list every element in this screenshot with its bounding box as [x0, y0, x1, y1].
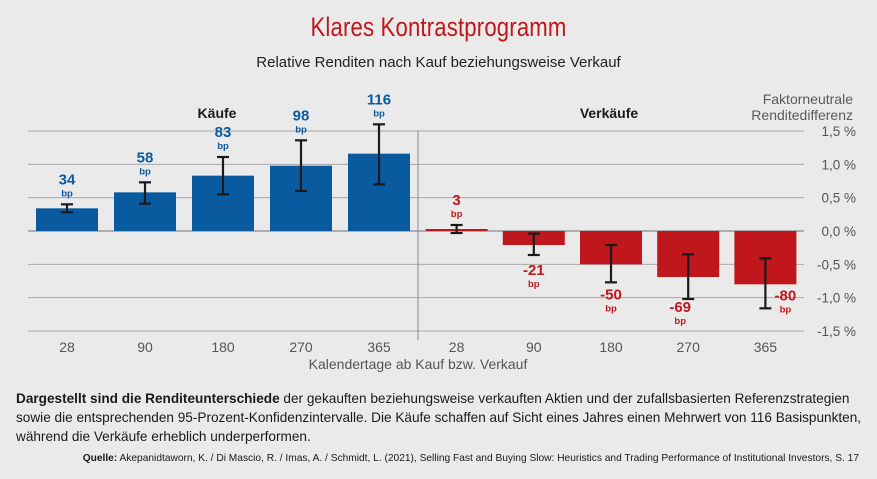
data-label-unit: bp [605, 303, 617, 314]
data-label-unit: bp [61, 188, 73, 199]
data-label-unit: bp [139, 166, 151, 177]
data-label-unit: bp [674, 316, 686, 327]
x-tick-label: 180 [211, 339, 235, 355]
y-tick-label: 1,0 % [821, 157, 856, 172]
data-label-unit: bp [373, 108, 385, 119]
y-tick-label: -1,0 % [817, 291, 856, 306]
source-note: Quelle: Akepanidtaworn, K. / Di Mascio, … [83, 453, 859, 464]
data-label-unit: bp [780, 304, 792, 315]
data-label-unit: bp [451, 209, 463, 220]
data-label: 98 [293, 107, 310, 124]
chart-caption: Dargestellt sind die Renditeunterschiede… [16, 389, 866, 446]
data-label: 58 [137, 149, 154, 166]
caption-text: der gekauften beziehungsweise verkauften… [16, 391, 862, 444]
series-label: Käufe [198, 105, 237, 121]
data-label: 83 [215, 124, 232, 141]
x-tick-label: 180 [599, 339, 623, 355]
data-label: -50 [600, 286, 622, 303]
chart-subtitle: Relative Renditen nach Kauf beziehungswe… [256, 54, 621, 71]
y-tick-label: 1,5 % [821, 124, 856, 139]
data-label: -80 [775, 287, 797, 304]
data-label-unit: bp [528, 279, 540, 290]
source-label: Quelle: [82, 453, 118, 464]
data-label: 3 [452, 192, 460, 209]
bar-chart: 1,5 % 1,0 % 0,5 % 0,0 % -0,5 % -1,0 % -1,5 % Fa… [28, 91, 856, 372]
bar [36, 208, 98, 231]
x-tick-label: 90 [137, 339, 153, 355]
data-label-unit: bp [295, 124, 307, 135]
data-label: -69 [669, 299, 691, 316]
data-label-unit: bp [217, 141, 229, 152]
caption-bold: Dargestellt sind die Renditeunterschiede [16, 391, 280, 406]
x-tick-label: 365 [754, 339, 778, 355]
data-label: -21 [523, 262, 545, 279]
chart-title: Klares Kontrastprogramm [310, 12, 567, 42]
x-tick-label: 28 [59, 339, 75, 355]
y-axis-label: Faktorneutrale [763, 91, 853, 107]
y-tick-label: -0,5 % [817, 257, 856, 272]
x-tick-label: 270 [677, 339, 701, 355]
data-label: 34 [59, 171, 76, 188]
y-tick-label: 0,5 % [821, 191, 856, 206]
y-axis-label: Renditedifferenz [751, 107, 853, 123]
y-tick-label: -1,5 % [817, 324, 856, 339]
y-tick-label: 0,0 % [821, 224, 856, 239]
x-tick-label: 28 [449, 339, 465, 355]
x-tick-label: 365 [367, 339, 391, 355]
x-tick-label: 270 [289, 339, 313, 355]
data-label: 116 [367, 91, 391, 108]
x-axis-label: Kalendertage ab Kauf bzw. Verkauf [309, 356, 528, 372]
series-label: Verkäufe [580, 105, 639, 121]
source-text: Akepanidtaworn, K. / Di Mascio, R. / Ima… [117, 453, 860, 464]
x-tick-label: 90 [526, 339, 542, 355]
